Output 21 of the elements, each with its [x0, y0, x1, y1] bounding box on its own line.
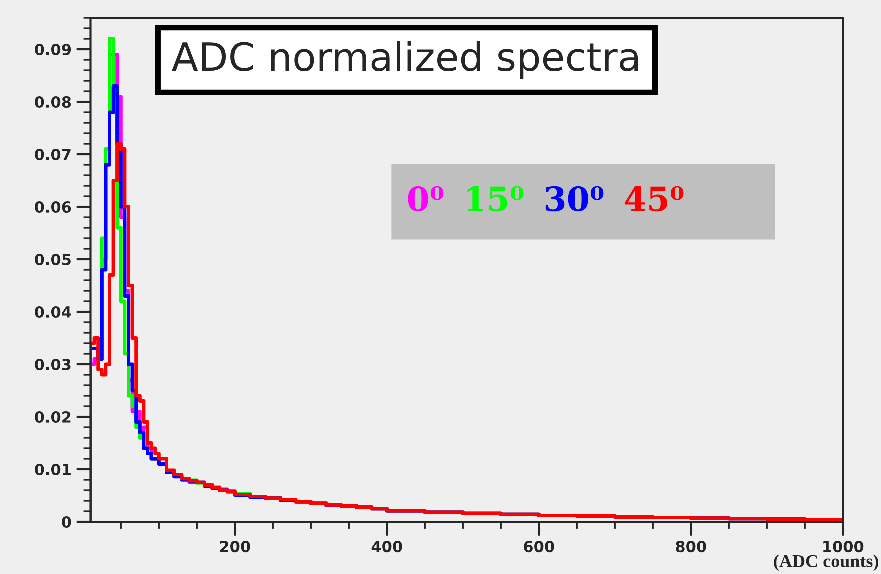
text: 45⁰ [625, 186, 684, 212]
x-axis-title: (ADC counts) [774, 554, 878, 572]
y-tick-label: 0.03 [35, 358, 71, 371]
x-tick-label: 400 [372, 541, 402, 553]
text: 0⁰ [408, 186, 444, 212]
text: ADC normalized spectra [172, 41, 638, 80]
y-tick-label: 0.01 [35, 464, 71, 476]
y-tick-label: 0.04 [35, 306, 72, 318]
text: 15⁰ [468, 186, 524, 212]
y-tick-label: 0 [62, 516, 72, 528]
y-tick-label: 0.06 [35, 201, 72, 214]
text: 30⁰ [546, 186, 604, 212]
x-tick-label: 200 [220, 541, 250, 553]
y-tick-label: 0.05 [35, 254, 71, 266]
x-tick-label: 800 [676, 541, 706, 553]
x-tick-label: 600 [524, 541, 554, 553]
y-tick-label: 0.02 [35, 411, 71, 424]
y-tick-label: 0.08 [35, 96, 72, 108]
y-tick-label: 0.07 [35, 148, 71, 161]
x-tick-label: 1000 [824, 541, 864, 553]
y-tick-label: 0.09 [35, 44, 72, 56]
